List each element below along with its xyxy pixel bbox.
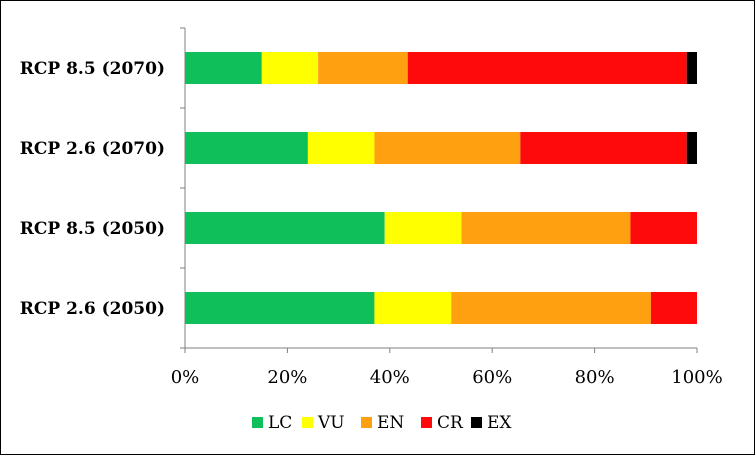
legend-swatch-lc [252,417,263,428]
legend-label-vu: VU [317,413,345,433]
legend-swatch-en [361,417,372,428]
bar-segment-vu [384,212,462,244]
category-label: RCP 2.6 (2050) [20,299,165,319]
bar-segment-en [461,212,631,244]
bar-segment-cr [520,132,687,164]
legend-swatch-cr [421,417,432,428]
bar-segment-vu [307,132,375,164]
bar-segment-en [318,52,408,84]
x-tick-label: 80% [575,367,615,388]
legend-label-cr: CR [437,413,464,433]
legend-label-en: EN [377,413,404,433]
x-tick-label: 40% [370,367,410,388]
bar-segment-en [451,292,651,324]
bar-segment-vu [374,292,452,324]
bar-segment-lc [185,212,385,244]
x-tick-label: 0% [171,367,200,388]
legend-label-lc: LC [268,413,292,433]
bar-segment-cr [407,52,687,84]
category-label: RCP 2.6 (2070) [20,139,165,159]
legend-swatch-ex [471,417,482,428]
bar-segment-cr [650,292,697,324]
bar-segment-lc [185,52,262,84]
x-tick-label: 20% [267,367,307,388]
bar-segment-en [374,132,521,164]
x-tick-label: 100% [671,367,722,388]
legend-swatch-vu [302,417,313,428]
bar-segment-ex [686,132,697,164]
bar-segment-vu [261,52,319,84]
category-label: RCP 8.5 (2070) [20,59,165,79]
bar-segment-lc [185,132,308,164]
legend-label-ex: EX [487,413,512,433]
bar-segment-lc [185,292,375,324]
bar-segment-ex [686,52,697,84]
x-tick-label: 60% [472,367,512,388]
category-label: RCP 8.5 (2050) [20,219,165,239]
bar-segment-cr [630,212,697,244]
